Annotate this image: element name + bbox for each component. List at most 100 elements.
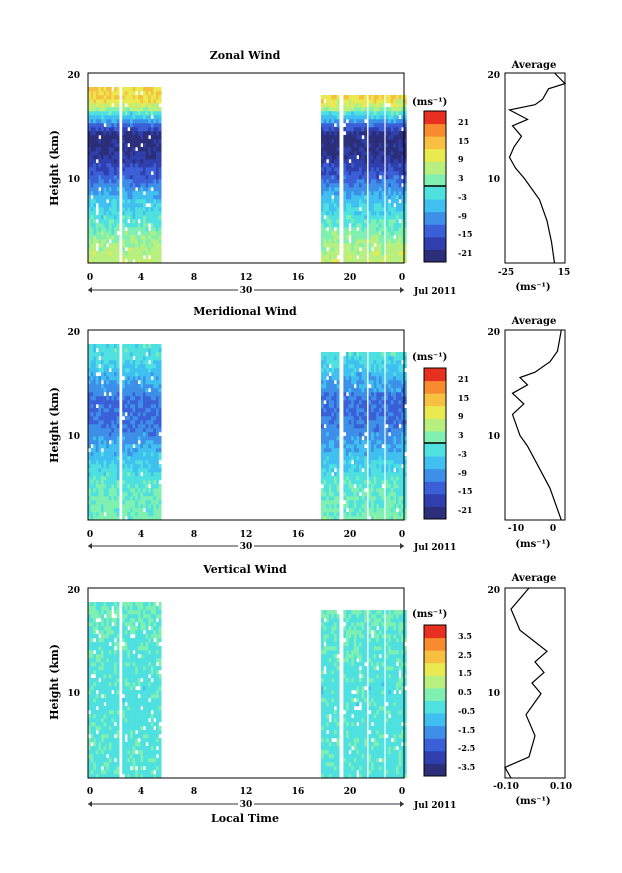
heatmap-cell (135, 456, 139, 461)
heatmap-cell (388, 215, 392, 220)
heatmap-cell (361, 259, 365, 264)
heatmap-cell (390, 428, 394, 433)
heatmap-cell (124, 115, 128, 120)
heatmap-cell (114, 163, 117, 168)
heatmap-cell (88, 674, 91, 679)
heatmap-cell (398, 111, 402, 116)
heatmap-cell (130, 428, 133, 433)
heatmap-cell (401, 155, 405, 160)
heatmap-cell (361, 352, 365, 357)
heatmap-cell (321, 155, 324, 160)
heatmap-cell (90, 602, 94, 607)
heatmap-cell (378, 448, 382, 453)
heatmap-cell (381, 404, 385, 409)
heatmap-cell (336, 239, 340, 244)
x-tick-label: 4 (138, 273, 144, 283)
heatmap-cell (150, 91, 154, 96)
heatmap-cell (326, 452, 330, 457)
avg-y-tick: 10 (487, 432, 500, 442)
heatmap-cell (156, 243, 159, 248)
heatmap-cell (388, 207, 392, 212)
heatmap-cell (393, 227, 397, 232)
heatmap-cell (98, 171, 102, 176)
heatmap-cell (150, 119, 154, 124)
heatmap-cell (336, 155, 340, 160)
heatmap-cell (130, 352, 133, 357)
heatmap-cell (124, 472, 128, 477)
heatmap-cell (348, 380, 352, 385)
heatmap-cell (351, 163, 355, 168)
x-tick-label: 12 (240, 530, 253, 540)
heatmap-cell (93, 614, 97, 619)
heatmap-cell (145, 444, 149, 449)
heatmap-cell (403, 211, 407, 216)
heatmap-cell (103, 368, 107, 373)
heatmap-cell (153, 111, 157, 116)
heatmap-cell (396, 460, 399, 465)
heatmap-cell (122, 472, 126, 477)
heatmap-cell (137, 368, 141, 373)
heatmap-cell (135, 199, 139, 204)
heatmap-cell (95, 400, 99, 405)
heatmap-cell (93, 131, 97, 136)
heatmap-cell (114, 420, 117, 425)
heatmap-cell (98, 143, 102, 148)
heatmap-cell (101, 135, 104, 140)
heatmap-cell (140, 408, 144, 413)
heatmap-cell (111, 211, 115, 216)
heatmap-cell (158, 464, 162, 469)
heatmap-cell (373, 231, 377, 236)
heatmap-cell (351, 211, 355, 216)
heatmap-cell (364, 476, 368, 481)
heatmap-cell (153, 115, 157, 120)
heatmap-cell (388, 396, 392, 401)
heatmap-cell (90, 87, 94, 92)
heatmap-cell (101, 468, 104, 473)
heatmap-cell (106, 155, 110, 160)
heatmap-cell (158, 372, 162, 377)
heatmap-cell (140, 199, 144, 204)
heatmap-cell (111, 111, 115, 116)
heatmap-cell (378, 424, 382, 429)
avg-unit-label: (ms⁻¹) (515, 539, 550, 550)
heatmap-cell (130, 472, 133, 477)
heatmap-cell (93, 678, 97, 683)
heatmap-cell (376, 352, 380, 357)
heatmap-cell (401, 239, 405, 244)
heatmap-cell (390, 516, 394, 521)
heatmap-cell (122, 111, 126, 116)
heatmap-cell (343, 203, 347, 208)
heatmap-cell (124, 251, 128, 256)
heatmap-cell (334, 456, 337, 461)
heatmap-cell (378, 356, 382, 361)
heatmap-cell (153, 352, 157, 357)
heatmap-cell (153, 468, 157, 473)
heatmap-cell (137, 416, 141, 421)
heatmap-cell (148, 460, 152, 465)
heatmap-cell (371, 211, 374, 216)
heatmap-cell (93, 408, 97, 413)
heatmap-cell (122, 195, 126, 200)
heatmap-cell (373, 167, 377, 172)
heatmap-cell (90, 722, 94, 727)
heatmap-cell (356, 131, 360, 136)
heatmap-cell (398, 516, 402, 521)
heatmap-cell (368, 416, 372, 421)
heatmap-cell (153, 159, 157, 164)
heatmap-cell (403, 512, 407, 517)
heatmap-cell (396, 456, 399, 461)
heatmap-cell (346, 368, 349, 373)
heatmap-cell (90, 115, 94, 120)
heatmap-cell (127, 364, 131, 369)
heatmap-cell (148, 111, 152, 116)
heatmap-cell (346, 167, 349, 172)
heatmap-cell (103, 251, 107, 256)
heatmap-cell (388, 444, 392, 449)
heatmap-cell (88, 404, 91, 409)
heatmap-cell (348, 135, 352, 140)
heatmap-cell (150, 508, 154, 513)
heatmap-cell (132, 480, 136, 485)
heatmap-cell (336, 392, 340, 397)
heatmap-cell (98, 432, 102, 437)
heatmap-cell (132, 107, 136, 112)
